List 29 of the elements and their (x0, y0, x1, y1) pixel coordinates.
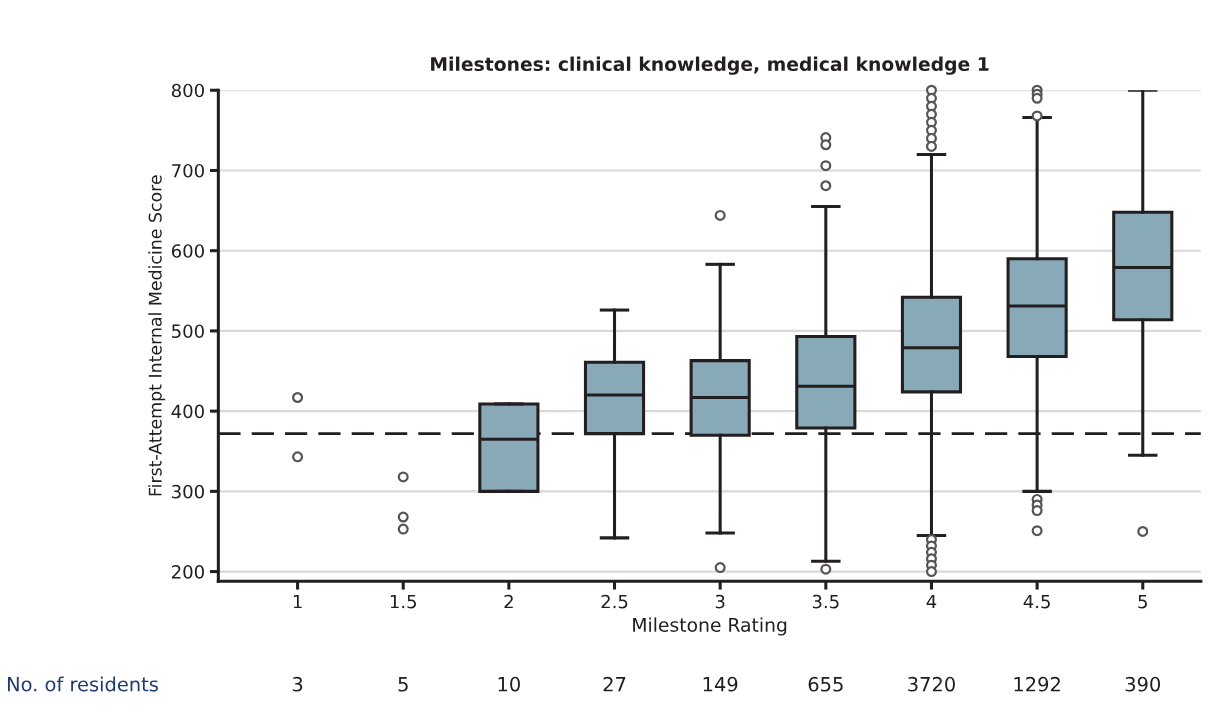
x-tick-label: 3.5 (812, 594, 839, 609)
text: 3 (292, 676, 303, 692)
y-tick-label: 300 (172, 484, 204, 499)
text: 10 (498, 676, 520, 692)
text: 390 (1125, 676, 1161, 692)
text: 655 (808, 676, 843, 692)
text: 1292 (1014, 676, 1060, 692)
y-tick-label: 500 (172, 324, 204, 339)
x-tick-label: 2 (504, 594, 513, 609)
text: 3720 (908, 676, 955, 692)
chart-title: Milestones: clinical knowledge, medical knowledge 1 (431, 56, 989, 75)
x-tick-label: 1.5 (390, 594, 417, 609)
y-tick-label: 600 (171, 244, 204, 258)
text: 5 (398, 677, 408, 692)
y-tick-label: 400 (171, 404, 204, 419)
x-tick-label: 4 (926, 594, 937, 609)
y-tick-label: 200 (172, 565, 204, 579)
x-tick-label: 4.5 (1023, 594, 1050, 609)
x-axis-title: Milestone Rating (633, 617, 787, 636)
x-tick-label: 2.5 (601, 594, 628, 609)
x-tick-label: 5 (1138, 594, 1147, 609)
text: No. of residents (7, 676, 158, 692)
x-tick-label: 1 (293, 594, 302, 609)
y-tick-label: 800 (171, 83, 204, 98)
text: 27 (603, 676, 626, 692)
text: 149 (703, 676, 738, 692)
y-axis-title: First-Attempt Internal Medicine Score (148, 175, 166, 496)
x-tick-label: 3 (715, 594, 725, 609)
y-tick-label: 700 (172, 163, 204, 178)
